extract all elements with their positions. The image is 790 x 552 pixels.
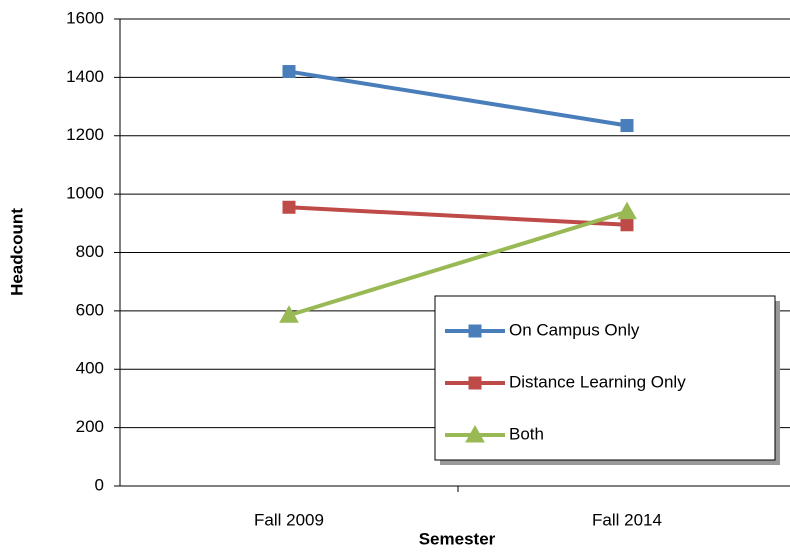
legend-marker: [465, 424, 485, 443]
legend: [434, 295, 776, 461]
data-point: [620, 119, 634, 133]
legend-label: Both: [509, 424, 544, 443]
series-line: [288, 205, 628, 227]
data-point: [617, 201, 637, 220]
data-point: [620, 218, 634, 232]
x-tick-label: Fall 2009: [254, 510, 324, 529]
legend-marker: [468, 376, 482, 390]
legend-label: On Campus Only: [509, 320, 640, 339]
y-axis-title: Headcount: [7, 208, 26, 296]
y-tick-label: 600: [76, 300, 104, 319]
data-point: [282, 200, 296, 214]
y-tick-label: 0: [95, 475, 104, 494]
data-point: [282, 65, 296, 79]
y-tick-label: 1600: [66, 8, 104, 27]
data-point: [279, 305, 299, 323]
legend-marker: [468, 324, 482, 338]
x-tick-label: Fall 2014: [592, 510, 662, 529]
y-tick-label: 800: [76, 242, 104, 261]
legend-label: Distance Learning Only: [509, 372, 686, 391]
y-tick-label: 1000: [66, 184, 104, 203]
series-line: [288, 209, 628, 318]
y-tick-label: 200: [76, 417, 104, 436]
x-axis-title: Semester: [419, 529, 496, 548]
y-tick-label: 1200: [66, 125, 104, 144]
y-tick-label: 1400: [66, 67, 104, 86]
y-tick-label: 400: [76, 359, 104, 378]
series-line: [288, 69, 628, 128]
